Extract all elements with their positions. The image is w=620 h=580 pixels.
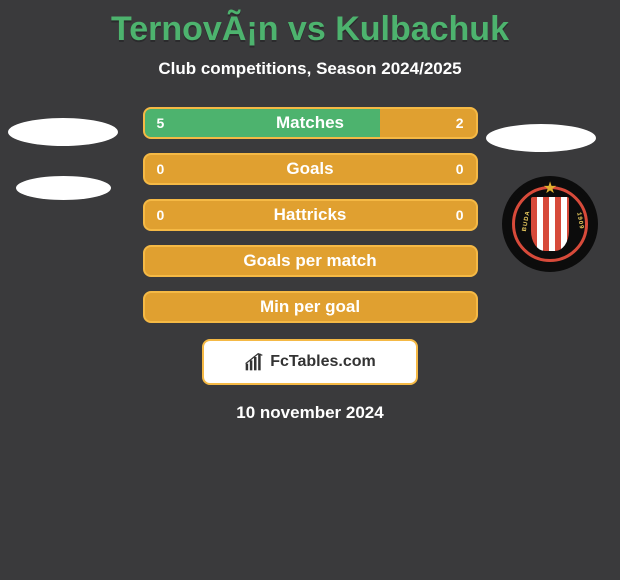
brand-label: FcTables.com — [270, 353, 376, 371]
stat-bar: 5Matches2 — [143, 107, 478, 139]
stat-value-right: 2 — [456, 109, 464, 137]
stat-bar: 0Hattricks0 — [143, 199, 478, 231]
crest-shield — [531, 197, 569, 251]
subtitle: Club competitions, Season 2024/2025 — [0, 59, 620, 79]
stat-label: Matches — [145, 109, 476, 137]
star-icon: ★ — [543, 178, 557, 198]
crest-badge: ★ BUDA 1909 — [502, 176, 598, 272]
page-title: TernovÃ¡n vs Kulbachuk — [0, 0, 620, 49]
right-team-placeholder — [486, 124, 596, 152]
stat-label: Hattricks — [145, 201, 476, 229]
stat-label: Goals — [145, 155, 476, 183]
team-crest-right: ★ BUDA 1909 — [502, 176, 598, 272]
stat-bar: Min per goal — [143, 291, 478, 323]
date-label: 10 november 2024 — [0, 403, 620, 423]
stat-value-right: 0 — [456, 155, 464, 183]
stat-bar: 0Goals0 — [143, 153, 478, 185]
placeholder-ellipse — [16, 176, 111, 200]
placeholder-ellipse — [486, 124, 596, 152]
left-team-placeholder — [8, 118, 118, 200]
crest-text: 1909 — [575, 212, 584, 230]
placeholder-ellipse — [8, 118, 118, 146]
brand-box[interactable]: FcTables.com — [202, 339, 418, 385]
stat-label: Goals per match — [145, 247, 476, 275]
stat-row: Min per goal — [0, 291, 620, 323]
stat-bar: Goals per match — [143, 245, 478, 277]
stat-value-right: 0 — [456, 201, 464, 229]
chart-icon — [244, 352, 264, 372]
stat-label: Min per goal — [145, 293, 476, 321]
